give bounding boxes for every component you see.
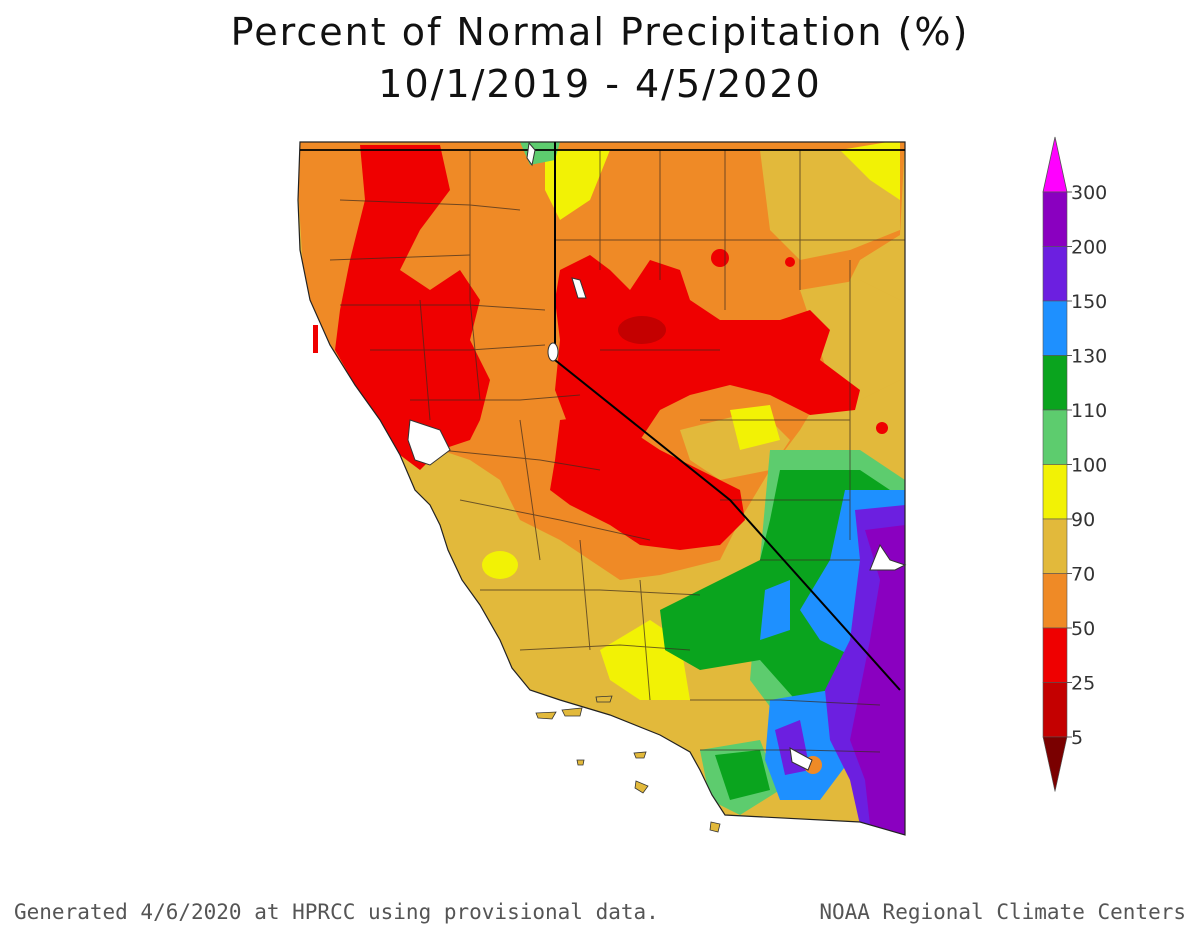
legend-top-arrow [1042, 136, 1068, 193]
legend-swatch [1042, 518, 1068, 574]
legend-swatch [1042, 409, 1068, 465]
precipitation-map [280, 130, 920, 850]
legend-swatch [1042, 191, 1068, 247]
map-date-range: 10/1/2019 - 4/5/2020 [378, 62, 822, 106]
legend-swatch [1042, 246, 1068, 302]
generated-note: Generated 4/6/2020 at HPRCC using provis… [14, 900, 659, 924]
legend-label: 5 [1071, 727, 1083, 749]
legend-label: 25 [1071, 673, 1095, 695]
legend-label: 90 [1071, 509, 1095, 531]
source-credit: NOAA Regional Climate Centers [819, 900, 1186, 924]
precip-legend: 300 200 150 130 110 100 90 70 50 25 5 [1042, 136, 1107, 792]
legend-swatch [1042, 300, 1068, 356]
legend-swatch [1042, 355, 1068, 411]
legend-label: 110 [1071, 400, 1107, 422]
legend-label: 50 [1071, 618, 1095, 640]
legend-label: 300 [1071, 182, 1107, 204]
legend-swatch [1042, 627, 1068, 683]
legend-swatch [1042, 736, 1068, 792]
legend-swatch [1042, 682, 1068, 738]
legend-swatch [1042, 573, 1068, 629]
legend-scale: 300 200 150 130 110 100 90 70 50 25 5 [1042, 136, 1107, 792]
legend-label: 150 [1071, 291, 1107, 313]
map-title: Percent of Normal Precipitation (%) [230, 10, 970, 54]
legend-swatch [1042, 464, 1068, 520]
legend-label: 100 [1071, 455, 1107, 477]
legend-label: 70 [1071, 564, 1095, 586]
legend-label: 200 [1071, 237, 1107, 259]
legend-label: 130 [1071, 346, 1107, 368]
